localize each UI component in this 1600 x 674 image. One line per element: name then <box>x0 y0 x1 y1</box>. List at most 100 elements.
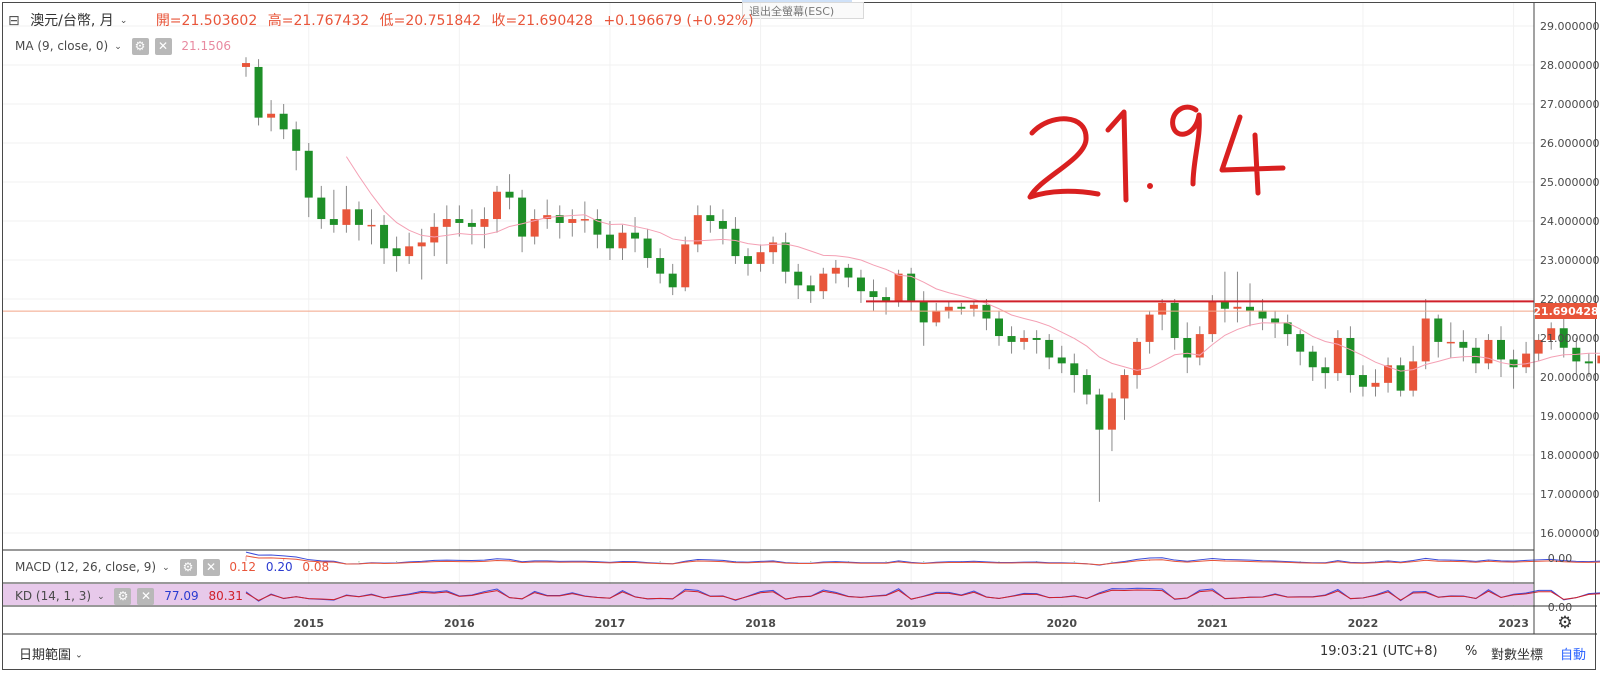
candle-body <box>329 219 338 225</box>
price-tick-label: 21.000000 <box>1540 332 1600 345</box>
candle-body <box>618 232 627 249</box>
candle-body <box>718 221 727 229</box>
macd-axis-label: 0.00 <box>1548 552 1573 565</box>
candle-body <box>1007 336 1016 342</box>
candle-body <box>643 238 652 259</box>
auto-scale-toggle[interactable]: 自動 <box>1560 648 1587 663</box>
candle-body <box>882 297 891 301</box>
candle-body <box>455 219 464 223</box>
last-price-label: 21.690428 <box>1533 305 1598 318</box>
candle-body <box>354 209 363 225</box>
candle-body <box>1346 338 1355 376</box>
candle-body <box>1145 314 1154 342</box>
candle-body <box>932 310 941 323</box>
candle-body <box>1158 302 1167 315</box>
macd-label[interactable]: MACD (12, 26, close, 9) <box>15 560 157 574</box>
kd-pane <box>245 587 1600 602</box>
candle-body <box>1459 341 1468 348</box>
candle-body <box>1597 355 1600 364</box>
exit-fullscreen-hint[interactable]: 退出全螢幕(ESC) <box>742 2 864 19</box>
close-icon[interactable]: ✕ <box>154 38 172 55</box>
change-value: +0.196679 (+0.92%) <box>603 13 754 29</box>
candle-body <box>292 129 301 151</box>
candle-body <box>1296 334 1305 352</box>
candle-body <box>831 267 840 274</box>
candle-body <box>1321 367 1330 374</box>
candle-body <box>706 215 715 221</box>
candle-body <box>1522 353 1531 368</box>
candle-body <box>555 215 564 223</box>
grid <box>3 3 1534 606</box>
candle-body <box>1045 339 1054 358</box>
kd-label[interactable]: KD (14, 1, 3) <box>15 589 92 603</box>
chevron-down-icon[interactable]: ⌄ <box>114 41 122 52</box>
macd-value-2: 0.20 <box>265 560 293 574</box>
price-tick-label: 24.000000 <box>1540 215 1600 228</box>
candle-body <box>1208 300 1217 335</box>
candle-body <box>1384 365 1393 383</box>
macd-value-3: 0.08 <box>302 560 330 574</box>
candle-body <box>279 113 288 130</box>
price-tick-label: 27.000000 <box>1540 98 1600 111</box>
settings-gear-icon[interactable]: ⚙ <box>1557 613 1572 633</box>
price-tick-label: 23.000000 <box>1540 254 1600 267</box>
candle-body <box>1484 339 1493 364</box>
candle-body <box>267 113 276 118</box>
symbol-title[interactable]: 澳元/台幣, 月 <box>30 13 114 29</box>
high-value: 高=21.767432 <box>267 13 370 29</box>
candle-body <box>493 191 501 220</box>
candle-body <box>907 273 916 301</box>
candle-body <box>1409 361 1418 391</box>
candle-body <box>568 219 577 223</box>
candle-body <box>1283 322 1292 335</box>
candle-body <box>1497 339 1505 360</box>
date-range-button[interactable]: 日期範圍 ⌄ <box>19 648 83 663</box>
candle-body <box>242 63 250 67</box>
candle-body <box>317 197 326 220</box>
esc-tab-indicator <box>742 0 852 3</box>
close-value: 收=21.690428 <box>491 13 593 29</box>
price-tick-label: 29.000000 <box>1540 20 1600 33</box>
candle-body <box>1107 398 1116 430</box>
candle-body <box>1358 375 1367 387</box>
candle-body <box>480 219 489 227</box>
kd-axis-label: 0.00 <box>1548 601 1573 614</box>
close-icon[interactable]: ✕ <box>202 559 220 576</box>
candle-body <box>1082 375 1091 395</box>
candle-body <box>367 224 376 227</box>
gear-icon[interactable]: ⚙ <box>131 38 149 55</box>
macd-line <box>245 551 1600 566</box>
ma-legend: MA (9, close, 0) ⌄ ⚙ ✕ 21.1506 <box>15 38 237 55</box>
candle-body <box>380 224 389 249</box>
chevron-down-icon[interactable]: ⌄ <box>119 16 128 26</box>
candle-body <box>957 306 966 309</box>
candle-body <box>342 209 351 225</box>
chevron-down-icon[interactable]: ⌄ <box>162 562 170 573</box>
gear-icon[interactable]: ⚙ <box>179 559 197 576</box>
ma-label[interactable]: MA (9, close, 0) <box>15 39 109 53</box>
candle-body <box>844 267 853 278</box>
candle-body <box>580 219 589 221</box>
candle-body <box>944 306 953 311</box>
chevron-down-icon[interactable]: ⌄ <box>97 591 105 602</box>
close-icon[interactable]: ✕ <box>137 588 155 605</box>
candle-body <box>681 244 690 288</box>
log-scale-toggle[interactable]: 對數坐標 <box>1491 648 1544 663</box>
panel-toggle-icon[interactable]: ⊟ <box>8 13 20 29</box>
signal-line <box>245 555 1600 566</box>
candle-body <box>819 273 828 292</box>
candle-body <box>442 219 451 227</box>
gear-icon[interactable]: ⚙ <box>114 588 132 605</box>
time-tick-label: 2018 <box>745 617 776 630</box>
macd-pane <box>245 551 1600 566</box>
candle-body <box>869 291 878 298</box>
candles-layer <box>242 57 1600 502</box>
percent-toggle[interactable]: % <box>1465 644 1478 659</box>
candle-body <box>1396 365 1405 391</box>
candle-body <box>254 66 263 118</box>
time-tick-label: 2019 <box>896 617 927 630</box>
ma-value: 21.1506 <box>181 39 232 53</box>
candle-body <box>430 226 439 243</box>
candle-body <box>1471 347 1480 364</box>
